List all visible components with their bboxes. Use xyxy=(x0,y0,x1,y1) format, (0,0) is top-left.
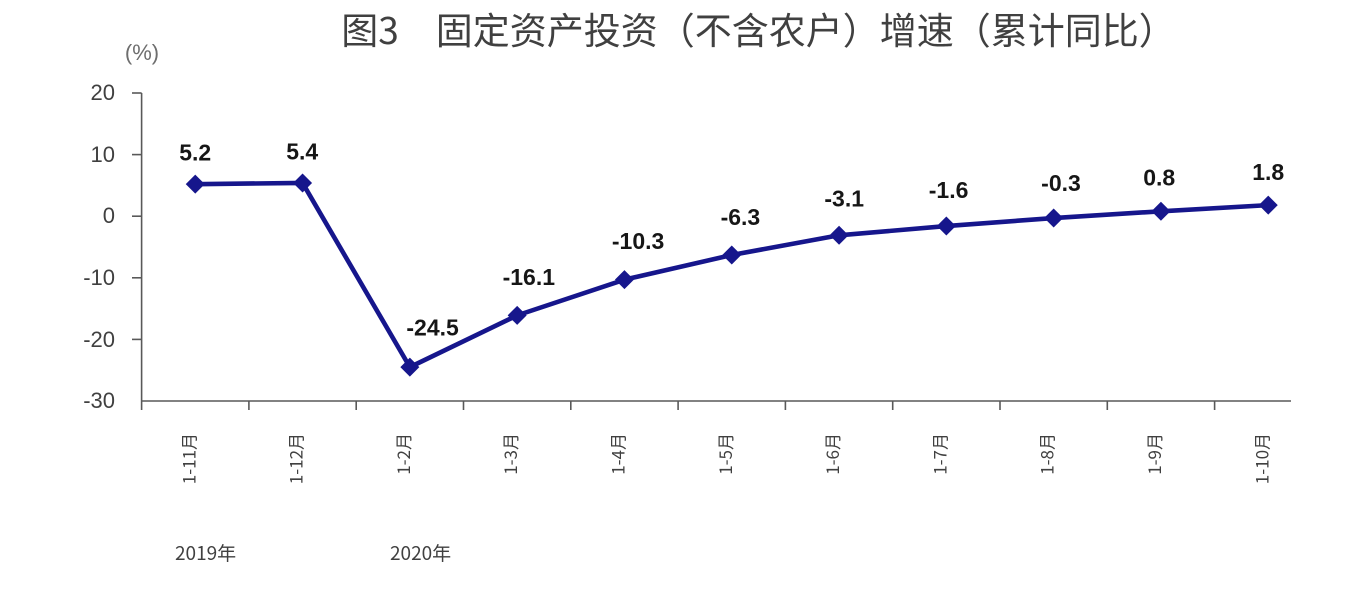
svg-text:2019年: 2019年 xyxy=(175,539,236,566)
svg-text:-6.3: -6.3 xyxy=(721,204,761,230)
svg-text:-10.3: -10.3 xyxy=(612,228,664,254)
svg-text:-3.1: -3.1 xyxy=(824,185,864,211)
svg-text:图3 固定资产投资（不含农户）增速（累计同比）: 图3 固定资产投资（不含农户）增速（累计同比） xyxy=(341,1,1176,55)
svg-text:1-2月: 1-2月 xyxy=(390,433,415,475)
svg-text:1-4月: 1-4月 xyxy=(604,433,629,475)
svg-text:-30: -30 xyxy=(83,388,115,413)
svg-text:1-5月: 1-5月 xyxy=(712,433,737,475)
svg-text:-1.6: -1.6 xyxy=(929,177,969,203)
svg-text:5.4: 5.4 xyxy=(286,138,318,164)
svg-text:-0.3: -0.3 xyxy=(1041,170,1081,196)
svg-text:10: 10 xyxy=(91,142,115,167)
svg-text:1-10月: 1-10月 xyxy=(1248,433,1273,484)
svg-text:1-6月: 1-6月 xyxy=(819,433,844,475)
svg-text:1-12月: 1-12月 xyxy=(283,433,308,484)
svg-text:0: 0 xyxy=(103,203,115,228)
svg-text:1-7月: 1-7月 xyxy=(926,433,951,475)
svg-text:-16.1: -16.1 xyxy=(503,264,556,290)
svg-text:1-11月: 1-11月 xyxy=(175,433,200,484)
svg-text:(%): (%) xyxy=(125,40,159,65)
svg-text:2020年: 2020年 xyxy=(390,539,451,566)
svg-text:1-9月: 1-9月 xyxy=(1141,433,1166,475)
svg-text:1.8: 1.8 xyxy=(1252,159,1284,185)
svg-text:-20: -20 xyxy=(83,327,115,352)
svg-text:0.8: 0.8 xyxy=(1143,164,1175,190)
svg-text:1-8月: 1-8月 xyxy=(1034,433,1059,475)
svg-text:-10: -10 xyxy=(83,265,115,290)
svg-text:1-3月: 1-3月 xyxy=(497,433,522,475)
svg-text:20: 20 xyxy=(91,80,115,105)
svg-text:-24.5: -24.5 xyxy=(406,315,459,341)
svg-text:5.2: 5.2 xyxy=(179,140,211,166)
